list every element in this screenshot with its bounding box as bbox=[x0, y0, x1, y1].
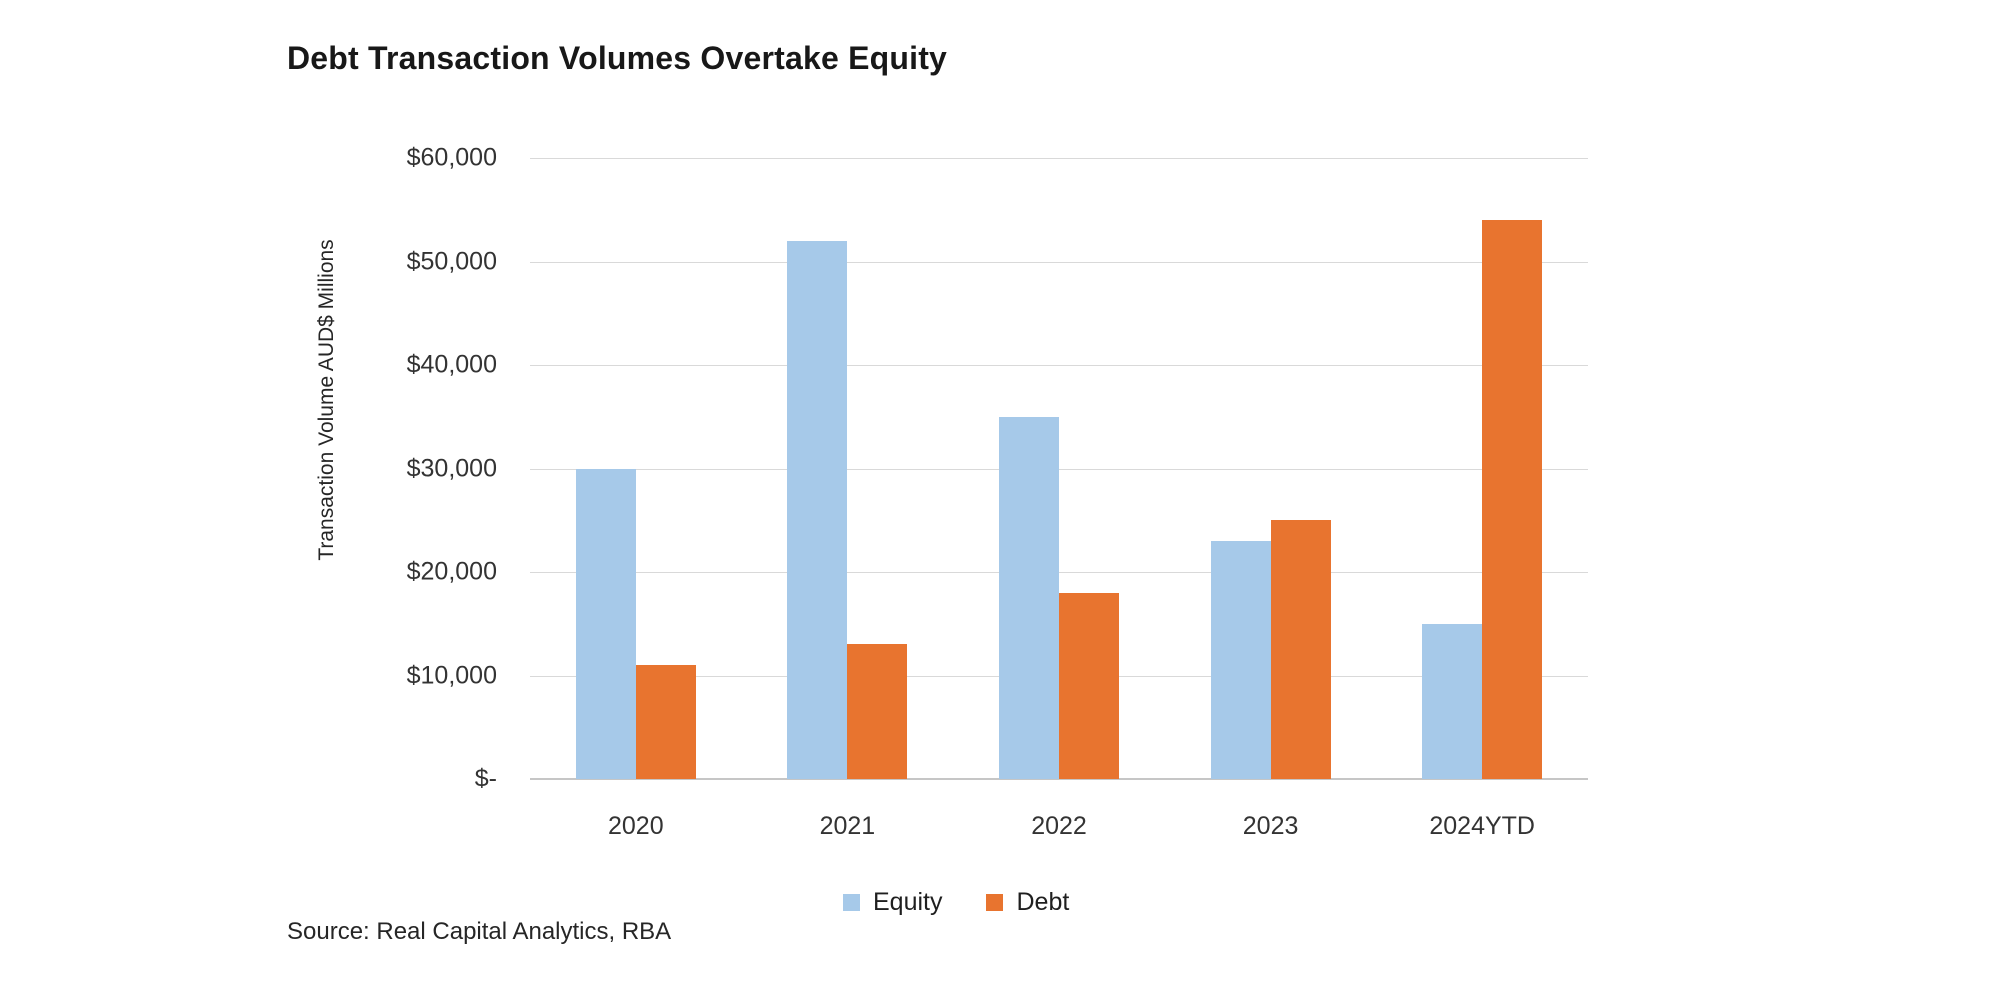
bar-equity-2020 bbox=[575, 468, 636, 779]
bar-debt-2022 bbox=[1058, 592, 1119, 779]
x-tick-label-2023: 2023 bbox=[1242, 812, 1299, 840]
y-tick-label: $50,000 bbox=[406, 247, 497, 275]
bar-group-2023 bbox=[1165, 520, 1377, 779]
bar-equity-2023 bbox=[1210, 540, 1271, 779]
legend-label-equity: Equity bbox=[873, 888, 943, 916]
y-tick-label: $- bbox=[474, 764, 497, 793]
legend-swatch-equity bbox=[843, 894, 860, 911]
legend-item-equity: Equity bbox=[843, 888, 942, 917]
bar-debt-2023 bbox=[1270, 520, 1331, 779]
y-axis-title: Transaction Volume AUD$ Millions bbox=[315, 239, 338, 561]
legend: Equity Debt bbox=[843, 888, 1069, 917]
y-tick-label: $10,000 bbox=[406, 661, 497, 689]
y-tick-label: $20,000 bbox=[406, 557, 497, 586]
gridline bbox=[530, 572, 1588, 573]
x-tick-label-2024YTD: 2024YTD bbox=[1429, 812, 1535, 840]
bar-equity-2021 bbox=[787, 240, 848, 779]
y-tick-label: $60,000 bbox=[406, 143, 497, 172]
bar-equity-2022 bbox=[998, 416, 1059, 779]
gridline bbox=[530, 468, 1588, 470]
y-tick-label: $30,000 bbox=[406, 454, 497, 482]
y-tick-label: $40,000 bbox=[406, 350, 497, 379]
bar-group-2021 bbox=[742, 240, 954, 779]
x-axis-line bbox=[530, 778, 1588, 780]
bar-debt-2021 bbox=[847, 644, 908, 779]
gridline bbox=[530, 158, 1588, 159]
x-tick-label-2021: 2021 bbox=[819, 812, 876, 840]
plot-area bbox=[530, 158, 1588, 780]
legend-item-debt: Debt bbox=[986, 888, 1069, 917]
bar-debt-2020 bbox=[635, 665, 696, 779]
gridline bbox=[530, 261, 1588, 263]
gridline bbox=[530, 365, 1588, 366]
bar-equity-2024YTD bbox=[1422, 623, 1483, 779]
chart-title: Debt Transaction Volumes Overtake Equity bbox=[287, 40, 948, 76]
legend-swatch-debt bbox=[986, 894, 1004, 911]
x-tick-label-2022: 2022 bbox=[1031, 812, 1087, 840]
legend-label-debt: Debt bbox=[1016, 888, 1070, 916]
bar-group-2024YTD bbox=[1376, 220, 1588, 779]
bar-group-2020 bbox=[530, 468, 742, 779]
bar-debt-2024YTD bbox=[1482, 220, 1543, 779]
bar-group-2022 bbox=[953, 416, 1165, 779]
x-tick-label-2020: 2020 bbox=[607, 812, 664, 840]
source-note: Source: Real Capital Analytics, RBA bbox=[287, 918, 672, 945]
